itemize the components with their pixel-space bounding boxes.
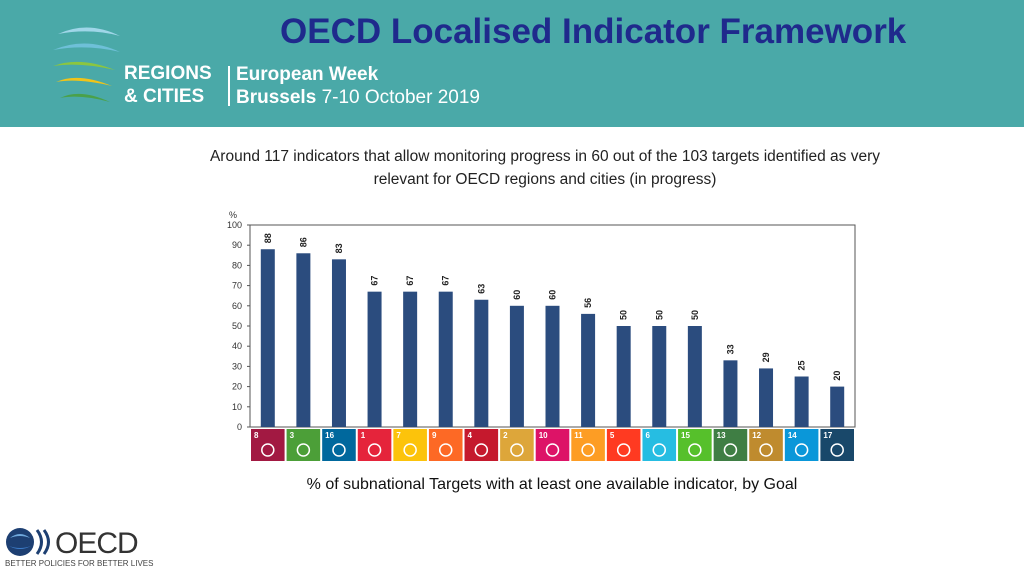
y-tick-label: 0 xyxy=(237,422,242,432)
goal-icon xyxy=(403,443,417,457)
data-label: 29 xyxy=(761,352,771,362)
goal-icon xyxy=(688,443,702,457)
goal-number: 8 xyxy=(254,431,259,440)
data-label: 88 xyxy=(263,233,273,243)
goal-icon xyxy=(545,443,560,457)
goal-number: 10 xyxy=(539,431,548,440)
goal-icon xyxy=(474,443,489,457)
goal-number: 1 xyxy=(361,431,366,440)
bar xyxy=(331,259,346,427)
y-axis-label: % xyxy=(229,210,237,220)
bar xyxy=(545,305,560,427)
goal-icon xyxy=(261,443,275,457)
bar xyxy=(509,305,524,427)
y-tick-label: 20 xyxy=(232,382,242,392)
goal-icon xyxy=(652,443,667,457)
event-location-dates: Brussels 7-10 October 2019 xyxy=(236,87,480,109)
goal-number: 15 xyxy=(681,431,690,440)
goal-icon xyxy=(830,443,844,457)
goal-number: 9 xyxy=(432,431,437,440)
chart-subtitle: Around 117 indicators that allow monitor… xyxy=(209,148,881,188)
bar xyxy=(687,326,702,427)
goal-number: 4 xyxy=(468,431,473,440)
y-tick-label: 50 xyxy=(232,321,242,331)
bar xyxy=(616,326,631,427)
goal-icon xyxy=(367,443,382,457)
y-tick-label: 90 xyxy=(232,240,242,250)
event-dates: 7-10 October 2019 xyxy=(321,87,481,108)
logo-divider xyxy=(228,66,230,106)
page-title: OECD Localised Indicator Framework xyxy=(280,12,907,51)
data-label: 50 xyxy=(690,310,700,320)
data-label: 63 xyxy=(476,284,486,294)
y-tick-label: 100 xyxy=(227,220,242,230)
goal-icon xyxy=(759,443,773,457)
y-tick-label: 70 xyxy=(232,281,242,291)
data-label: 86 xyxy=(298,237,308,247)
bar xyxy=(403,291,418,427)
event-logo-line2: & CITIES xyxy=(124,86,205,107)
event-logo-line1: REGIONS xyxy=(124,63,212,84)
goal-number: 14 xyxy=(788,431,797,440)
goal-number: 2 xyxy=(503,431,508,440)
bar xyxy=(260,249,275,427)
bar xyxy=(367,291,382,427)
y-tick-label: 30 xyxy=(232,361,242,371)
data-label: 67 xyxy=(405,276,415,286)
goal-icon xyxy=(296,443,311,457)
bar xyxy=(830,386,845,427)
event-city: Brussels xyxy=(236,87,317,108)
bar xyxy=(581,313,596,427)
chart-caption: % of subnational Targets with at least o… xyxy=(306,476,798,493)
y-tick-label: 60 xyxy=(232,301,242,311)
oecd-logo-icon xyxy=(6,528,50,556)
data-label: 67 xyxy=(370,276,380,286)
event-week-label: European Week xyxy=(236,64,379,85)
y-tick-label: 40 xyxy=(232,341,242,351)
goal-icon xyxy=(723,443,738,457)
data-label: 50 xyxy=(654,310,664,320)
goal-number: 6 xyxy=(645,431,650,440)
bar xyxy=(474,299,489,427)
goal-number: 16 xyxy=(325,431,334,440)
data-label: 20 xyxy=(832,371,842,381)
oecd-logo-text: OECD xyxy=(55,527,139,560)
data-label: 60 xyxy=(512,290,522,300)
goal-icon xyxy=(438,443,453,457)
data-label: 56 xyxy=(583,298,593,308)
goal-number: 11 xyxy=(574,431,583,440)
goal-icon xyxy=(510,443,524,457)
bar xyxy=(652,326,667,427)
goal-icon xyxy=(581,443,595,457)
goal-number: 7 xyxy=(396,431,401,440)
goal-icon xyxy=(794,443,809,457)
bar xyxy=(723,360,738,427)
oecd-tagline: BETTER POLICIES FOR BETTER LIVES xyxy=(5,559,154,568)
goal-number: 3 xyxy=(290,431,295,440)
goal-icon xyxy=(616,443,631,457)
y-tick-label: 80 xyxy=(232,260,242,270)
data-label: 50 xyxy=(619,310,629,320)
data-label: 25 xyxy=(797,360,807,370)
bar xyxy=(759,368,774,427)
goal-number: 12 xyxy=(752,431,761,440)
bar xyxy=(794,376,809,427)
goal-icon xyxy=(332,443,346,457)
regions-cities-logo-icon xyxy=(53,27,120,102)
data-label: 83 xyxy=(334,243,344,253)
header-banner xyxy=(0,0,1024,127)
data-label: 67 xyxy=(441,276,451,286)
goal-number: 17 xyxy=(823,431,832,440)
goal-number: 5 xyxy=(610,431,615,440)
data-label: 33 xyxy=(725,344,735,354)
bar xyxy=(296,253,311,427)
goal-number: 13 xyxy=(717,431,726,440)
y-tick-label: 10 xyxy=(232,402,242,412)
bar xyxy=(438,291,453,427)
data-label: 60 xyxy=(548,290,558,300)
